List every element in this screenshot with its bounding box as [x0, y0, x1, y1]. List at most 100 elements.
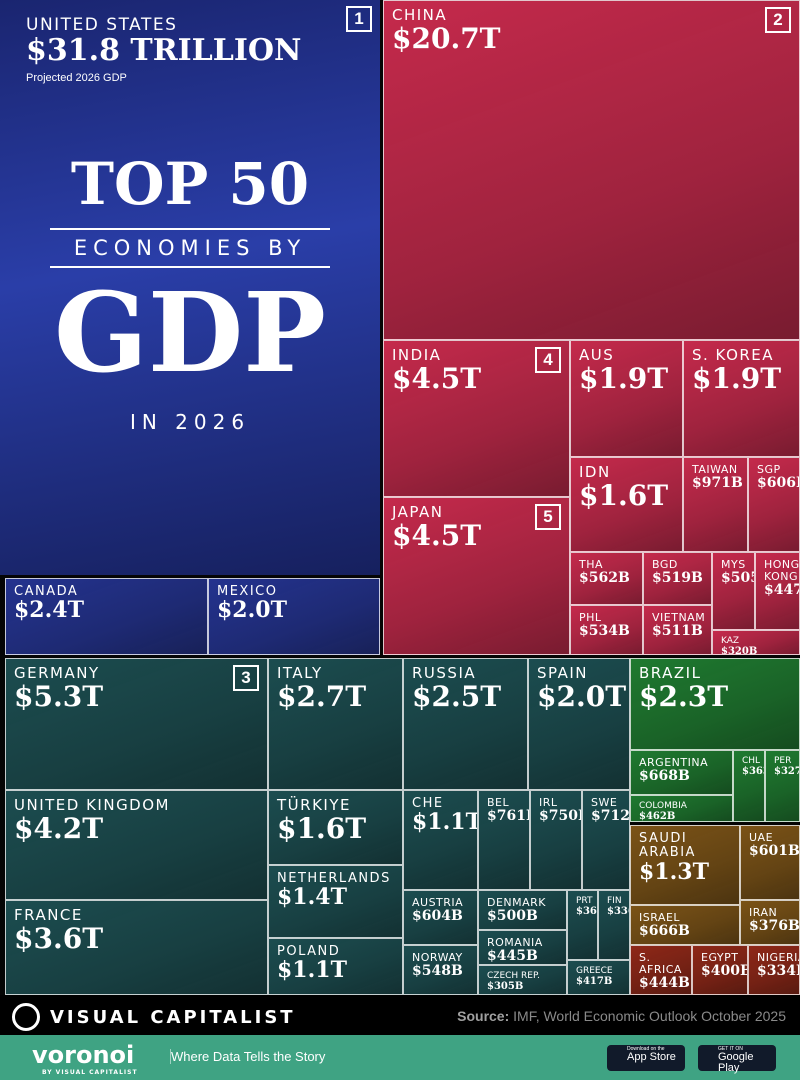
country-name: IDN — [579, 463, 611, 481]
country-name: BEL — [487, 796, 510, 809]
treemap-cell-israel: ISRAEL $666B — [630, 905, 740, 945]
treemap-cell-t-rkiye: TÜRKIYE $1.6T — [268, 790, 403, 865]
gdp-value: $2.0T — [217, 597, 287, 624]
gdp-value: $334B — [757, 963, 799, 980]
country-name: ARGENTINA — [639, 756, 709, 769]
treemap-cell-vietnam: VIETNAM $511B — [643, 605, 712, 655]
country-name: THA — [579, 558, 604, 571]
treemap-cell-che: CHE $1.1T — [403, 790, 478, 890]
gdp-value: $1.9T — [579, 361, 669, 395]
treemap-cell-united-kingdom: UNITED KINGDOM $4.2T — [5, 790, 268, 900]
google-play-label: Google Play — [718, 1051, 754, 1074]
voronoi-logo[interactable]: voronoi BY VISUAL CAPITALIST — [32, 1041, 138, 1076]
gdp-value: $327B — [774, 765, 799, 777]
source-note: Source: IMF, World Economic Outlook Octo… — [457, 1008, 786, 1024]
treemap-cell-bel: BEL$761B — [478, 790, 530, 890]
gdp-value: $305B — [487, 980, 524, 992]
country-name: BGD — [652, 558, 678, 571]
app-store-label: App Store — [627, 1051, 676, 1063]
country-name: IRAN — [749, 906, 778, 919]
title-line-2: ECONOMIES BY — [50, 228, 330, 268]
gdp-value: $1.4T — [277, 884, 347, 911]
country-name: ROMANIA — [487, 936, 543, 949]
gdp-value: $1.6T — [579, 478, 669, 512]
country-name: HONG KONG — [764, 558, 800, 584]
gdp-value: $31.8 TRILLION — [26, 32, 302, 68]
country-name: CHINA — [392, 6, 448, 24]
treemap-cell-spain: SPAIN $2.0T — [528, 658, 630, 790]
voronoi-brand: voronoi — [32, 1041, 135, 1069]
gdp-value: $2.7T — [277, 679, 367, 713]
source-label: Source: — [457, 1008, 510, 1024]
gdp-value: $3.6T — [14, 921, 104, 955]
treemap-cell-saudi-arabia: SAUDI ARABIA $1.3T — [630, 825, 740, 905]
country-name: CANADA — [14, 584, 79, 599]
treemap-cell-romania: ROMANIA $445B — [478, 930, 567, 965]
gdp-value: $971B — [692, 475, 743, 492]
country-name: ISRAEL — [639, 911, 681, 924]
country-name: PHL — [579, 611, 602, 624]
country-name: SPAIN — [537, 664, 589, 682]
gdp-value: $712B — [591, 808, 630, 825]
app-store-small: Download on the — [627, 1046, 665, 1052]
treemap-cell-prt: PRT$365B — [567, 890, 598, 960]
treemap-cell-uae: UAE $601B — [740, 825, 800, 900]
gdp-value: $2.3T — [639, 679, 729, 713]
gdp-value: $1.9T — [692, 361, 782, 395]
gdp-value: $750B — [539, 808, 581, 825]
country-name: GREECE — [576, 966, 613, 976]
country-name: PER — [774, 756, 792, 766]
treemap-cell-taiwan: TAIWAN $971B — [683, 457, 748, 552]
country-name: ITALY — [277, 664, 323, 682]
treemap-cell-argentina: ARGENTINA $668B — [630, 750, 733, 795]
country-name: SGP — [757, 463, 781, 476]
treemap-cell-fin: FIN$336B — [598, 890, 630, 960]
gdp-value: $365B — [576, 905, 597, 917]
country-name: AUS — [579, 346, 615, 364]
country-name: S. KOREA — [692, 346, 775, 364]
treemap-cell-brazil: BRAZIL $2.3T — [630, 658, 800, 750]
voronoi-banner: voronoi BY VISUAL CAPITALIST Where Data T… — [0, 1035, 800, 1080]
country-name: TAIWAN — [692, 463, 738, 476]
treemap-cell-norway: NORWAY $548B — [403, 945, 478, 995]
gdp-value: $519B — [652, 570, 703, 587]
country-name: RUSSIA — [412, 664, 477, 682]
gdp-value: $5.3T — [14, 679, 104, 713]
treemap-cell-netherlands: NETHERLANDS $1.4T — [268, 865, 403, 938]
source-text: IMF, World Economic Outlook October 2025 — [513, 1008, 786, 1024]
country-name: NIGERIA — [757, 951, 799, 964]
gdp-value: $376B — [749, 918, 800, 935]
treemap-cell-egypt: EGYPT $400B — [692, 945, 748, 995]
country-name: PRT — [576, 896, 593, 906]
treemap-cell-colombia: COLOMBIA $462B — [630, 795, 733, 822]
tagline: Where Data Tells the Story — [170, 1049, 326, 1064]
app-store-button[interactable]: Download on the App Store — [607, 1045, 685, 1071]
country-name: GERMANY — [14, 664, 100, 682]
country-name: COLOMBIA — [639, 801, 687, 811]
gdp-value: $500B — [487, 908, 538, 925]
gdp-value: $462B — [639, 810, 676, 822]
rank-badge: 3 — [233, 665, 259, 691]
gdp-value: $447B — [764, 582, 799, 599]
google-small: GET IT ON — [718, 1046, 743, 1052]
treemap-cell-austria: AUSTRIA $604B — [403, 890, 478, 945]
treemap-cell-swe: SWE$712B — [582, 790, 630, 890]
gdp-value: $445B — [487, 948, 538, 965]
country-name: BRAZIL — [639, 664, 702, 682]
treemap-cell-italy: ITALY $2.7T — [268, 658, 403, 790]
gdp-value: $601B — [749, 843, 800, 860]
gdp-value: $336B — [607, 905, 629, 917]
gdp-value: $417B — [576, 975, 613, 987]
country-name: FRANCE — [14, 906, 83, 924]
rank-badge: 5 — [535, 504, 561, 530]
gdp-value: $1.1T — [412, 809, 478, 836]
voronoi-sub: BY VISUAL CAPITALIST — [42, 1069, 138, 1076]
treemap-cell-hong-kong: HONG KONG$447B — [755, 552, 800, 630]
country-name: CZECH REP. — [487, 971, 540, 981]
title-line-1: TOP 50 — [70, 150, 310, 218]
google-play-button[interactable]: GET IT ON Google Play — [698, 1045, 776, 1074]
country-name: IRL — [539, 796, 558, 809]
country-name: CHL — [742, 756, 761, 766]
country-name: UNITED STATES — [26, 15, 178, 35]
gdp-value: $548B — [412, 963, 463, 980]
